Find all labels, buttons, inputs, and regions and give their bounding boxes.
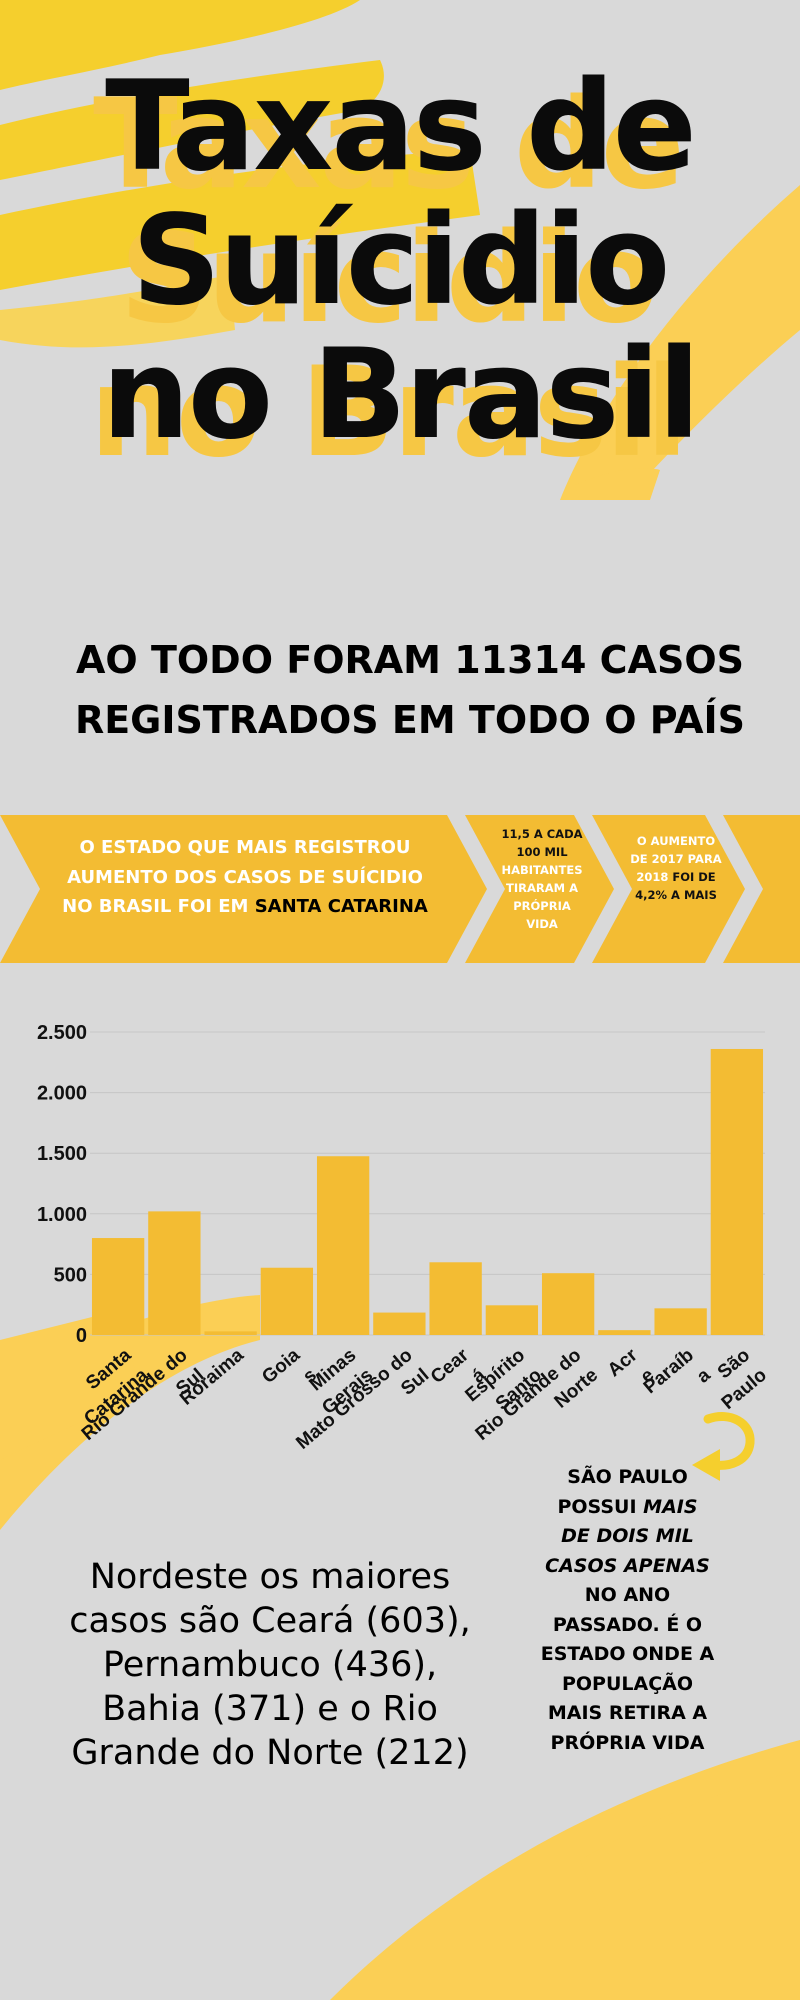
bar <box>260 1267 314 1335</box>
sao-paulo-note: SÃO PAULO POSSUI MAIS DE DOIS MIL CASOS … <box>540 1463 715 1758</box>
title-line-1: Taxas de Taxas de <box>0 60 800 212</box>
bar <box>710 1048 764 1335</box>
banner-rate: 11,5 A CADA 100 MIL HABITANTES TIRARAM A… <box>498 825 586 933</box>
x-tick-label-line: Cear <box>427 1344 473 1388</box>
bar <box>598 1330 651 1335</box>
bar <box>91 1238 145 1335</box>
bar <box>429 1262 482 1335</box>
x-tick-label-line: Acr <box>604 1344 642 1381</box>
title-line-3-shadow: no Brasil <box>89 341 689 485</box>
title-line-2-text: Suícidio <box>131 189 671 333</box>
x-tick-label-line: Goia <box>258 1344 304 1388</box>
bar <box>485 1305 539 1335</box>
bar <box>541 1273 595 1335</box>
banner-growth-light: O AUMENTO DE 2017 PARA 2018 <box>630 834 722 884</box>
banner-state-increase-text: O ESTADO QUE MAIS REGISTROU AUMENTO DOS … <box>62 837 423 917</box>
title-line-3: no Brasil no Brasil <box>0 328 800 480</box>
title-line-2-shadow: Suícidio <box>119 207 659 351</box>
bar <box>316 1156 370 1335</box>
banner-growth-dark: FOI DE 4,2% A MAIS <box>635 870 717 902</box>
banner-rate-light: HABITANTES TIRARAM A PRÓPRIA VIDA <box>501 863 583 931</box>
stats-banner: O ESTADO QUE MAIS REGISTROU AUMENTO DOS … <box>0 815 800 963</box>
x-tick-label-line: Rio Grande do <box>78 1345 192 1445</box>
sao-paulo-note-part-2: NO ANO PASSADO. É O ESTADO ONDE A POPULA… <box>540 1584 715 1754</box>
sao-paulo-note-emphasis: MAIS DE DOIS MIL CASOS APENAS <box>545 1495 710 1577</box>
nordeste-summary: Nordeste os maiores casos são Ceará (603… <box>69 1557 471 1773</box>
y-tick-label: 0 <box>76 1325 87 1347</box>
banner-chevrons <box>0 815 800 963</box>
bar <box>373 1312 426 1335</box>
total-cases-line-1: AO TODO FORAM 11314 CASOS <box>76 638 744 682</box>
title-line-2: Suícidio Suícidio <box>0 194 800 346</box>
bar <box>204 1331 257 1335</box>
x-tick-label: Rio Grande doNorte <box>472 1345 602 1465</box>
y-tick-label: 500 <box>54 1264 87 1286</box>
y-tick-label: 1.000 <box>37 1204 87 1226</box>
page-title: Taxas de Taxas de Suícidio Suícidio no B… <box>0 60 800 480</box>
chart-svg: 05001.0001.5002.0002.500SantaCatarinaRio… <box>37 1022 771 1465</box>
y-tick-label: 1.500 <box>37 1143 87 1165</box>
cases-bar-chart: 0 500 1.000 1.500 2.000 2.500 SantaCatarina Rio… <box>0 1000 800 1480</box>
title-line-1-text: Taxas de <box>105 55 697 199</box>
bar <box>654 1308 707 1335</box>
title-line-3-text: no Brasil <box>101 323 701 467</box>
total-cases-heading: AO TODO FORAM 11314 CASOS REGISTRADOS EM… <box>60 630 760 750</box>
title-line-1-shadow: Taxas de <box>93 73 685 217</box>
sao-paulo-note-part-1: SÃO PAULO POSSUI <box>557 1466 688 1518</box>
banner-rate-dark: 11,5 A CADA 100 MIL <box>501 827 583 859</box>
y-tick-label: 2.500 <box>37 1022 87 1044</box>
y-tick-label: 2.000 <box>37 1083 87 1105</box>
bar <box>148 1211 201 1335</box>
total-cases-line-2: REGISTRADOS EM TODO O PAÍS <box>74 698 746 742</box>
banner-state-increase-highlight: SANTA CATARINA <box>254 896 428 917</box>
curved-arrow-icon <box>692 1412 755 1481</box>
banner-state-increase: O ESTADO QUE MAIS REGISTROU AUMENTO DOS … <box>60 833 430 922</box>
x-tick-label-line: a <box>693 1364 715 1387</box>
banner-growth: O AUMENTO DE 2017 PARA 2018 FOI DE 4,2% … <box>630 832 722 904</box>
